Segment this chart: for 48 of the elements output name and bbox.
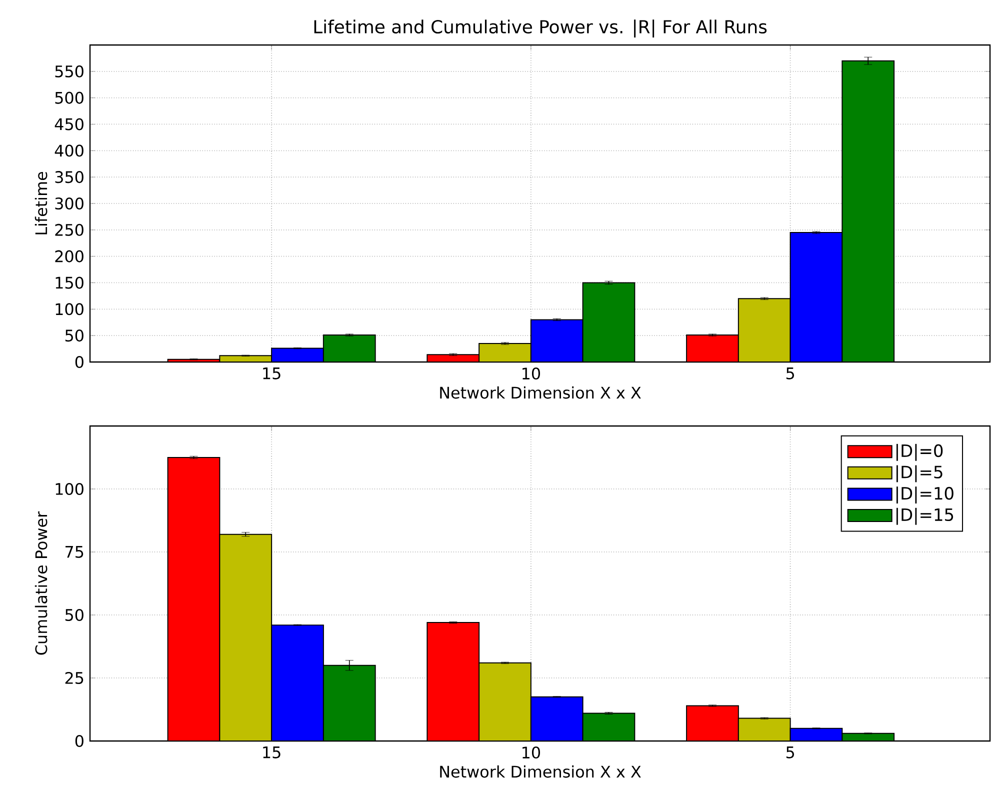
y-tick-label: 100 <box>56 482 84 496</box>
bar <box>322 334 376 362</box>
y-tick-label: 0 <box>75 734 84 748</box>
bar <box>167 456 220 741</box>
y-tick-label: 300 <box>55 197 84 210</box>
y-tick-label: 550 <box>55 65 84 78</box>
y-tick-label: 50 <box>65 330 84 342</box>
bar <box>790 728 843 741</box>
x-axis-title: Network Dimension X x X <box>440 386 641 399</box>
bar <box>219 534 272 741</box>
y-axis-title: Lifetime <box>34 172 48 234</box>
bar <box>479 662 531 741</box>
y-tick-label: 75 <box>66 546 84 558</box>
legend-label: |D|=5 <box>896 465 942 482</box>
bar <box>686 705 739 741</box>
y-tick-label: 500 <box>55 92 84 104</box>
x-axis-title: Network Dimension X x X <box>440 765 641 778</box>
bar <box>322 664 376 741</box>
bar <box>427 622 480 741</box>
bar <box>271 624 324 741</box>
legend-label: |D|=0 <box>896 444 943 461</box>
y-tick-label: 100 <box>56 303 84 316</box>
y-tick-label: 200 <box>55 250 84 262</box>
y-tick-label: 50 <box>65 608 84 622</box>
x-tick-label: 15 <box>263 367 280 380</box>
y-tick-label: 350 <box>55 171 84 184</box>
x-tick-label: 5 <box>786 746 794 758</box>
x-tick-label: 10 <box>522 746 540 759</box>
bar <box>738 718 791 741</box>
y-tick-label: 0 <box>75 356 84 368</box>
legend-label: |D|=10 <box>896 486 954 504</box>
y-tick-label: 400 <box>54 144 84 157</box>
y-tick-label: 25 <box>65 672 84 684</box>
bar <box>582 713 635 741</box>
y-tick-label: 250 <box>55 224 84 236</box>
chart-title: Lifetime and Cumulative Power vs. |R| For All Runs <box>314 20 767 38</box>
bar <box>686 334 739 362</box>
y-axis-title: Cumulative Power <box>34 511 48 655</box>
bar <box>842 732 895 741</box>
x-tick-label: 15 <box>263 746 280 758</box>
bar <box>842 60 895 362</box>
y-tick-label: 150 <box>56 276 84 289</box>
bar <box>582 282 636 362</box>
bar <box>530 696 583 741</box>
x-tick-label: 5 <box>786 367 794 380</box>
y-tick-label: 450 <box>54 118 84 130</box>
legend-label: |D|=15 <box>896 508 954 525</box>
x-tick-label: 10 <box>522 367 540 380</box>
